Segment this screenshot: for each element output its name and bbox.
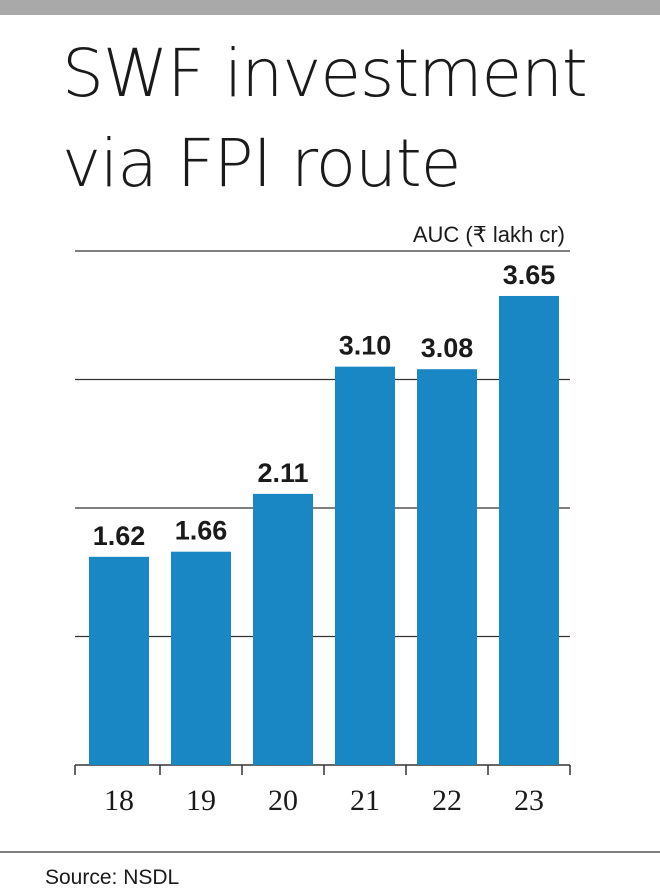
value-label: 1.62 <box>93 521 146 551</box>
axis-label: AUC (₹ lakh cr) <box>413 222 565 247</box>
x-tick-label: 18 <box>104 784 134 817</box>
bar <box>417 369 477 765</box>
value-label: 1.66 <box>175 516 228 546</box>
bar <box>89 556 149 765</box>
bar <box>171 551 231 765</box>
x-tick-label: 22 <box>432 784 462 817</box>
bar <box>253 493 313 765</box>
chart-title: via FPI route <box>62 125 460 202</box>
value-label: 2.11 <box>257 458 308 488</box>
value-label: 3.10 <box>339 331 392 361</box>
source: Source: NSDL <box>45 866 179 889</box>
x-tick-label: 21 <box>350 784 380 817</box>
bar <box>499 295 559 765</box>
bar <box>335 366 395 765</box>
chart-title: SWF investment <box>62 35 587 112</box>
x-tick-label: 20 <box>268 784 298 817</box>
value-label: 3.08 <box>421 333 474 363</box>
top-strip <box>0 0 660 15</box>
x-tick-label: 19 <box>186 784 216 817</box>
x-tick-label: 23 <box>514 784 544 817</box>
value-label: 3.65 <box>503 260 556 290</box>
